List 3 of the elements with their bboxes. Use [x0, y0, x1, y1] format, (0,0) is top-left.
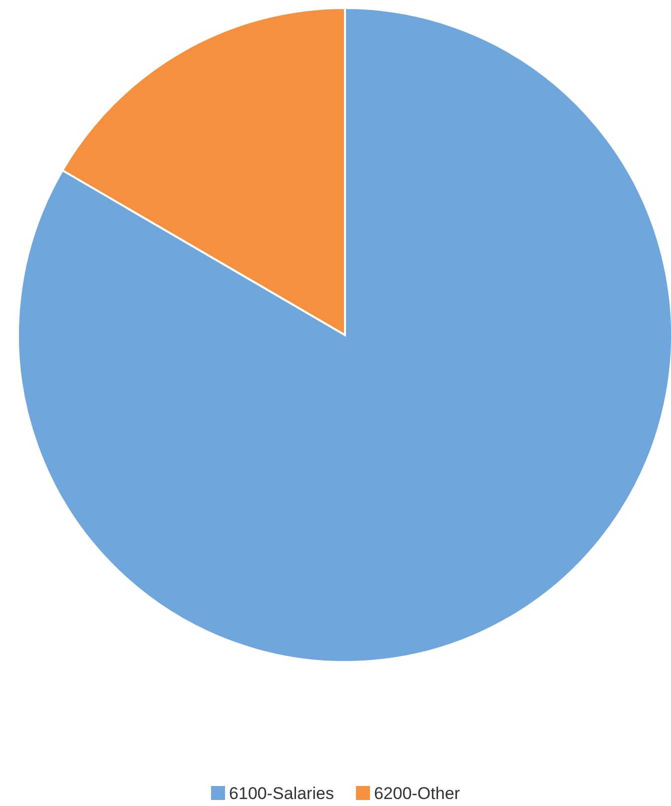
- pie-slice: [17, 7, 671, 663]
- legend-label: 6200-Other: [374, 784, 460, 803]
- slice-label: 6100-Salaries: [229, 784, 334, 803]
